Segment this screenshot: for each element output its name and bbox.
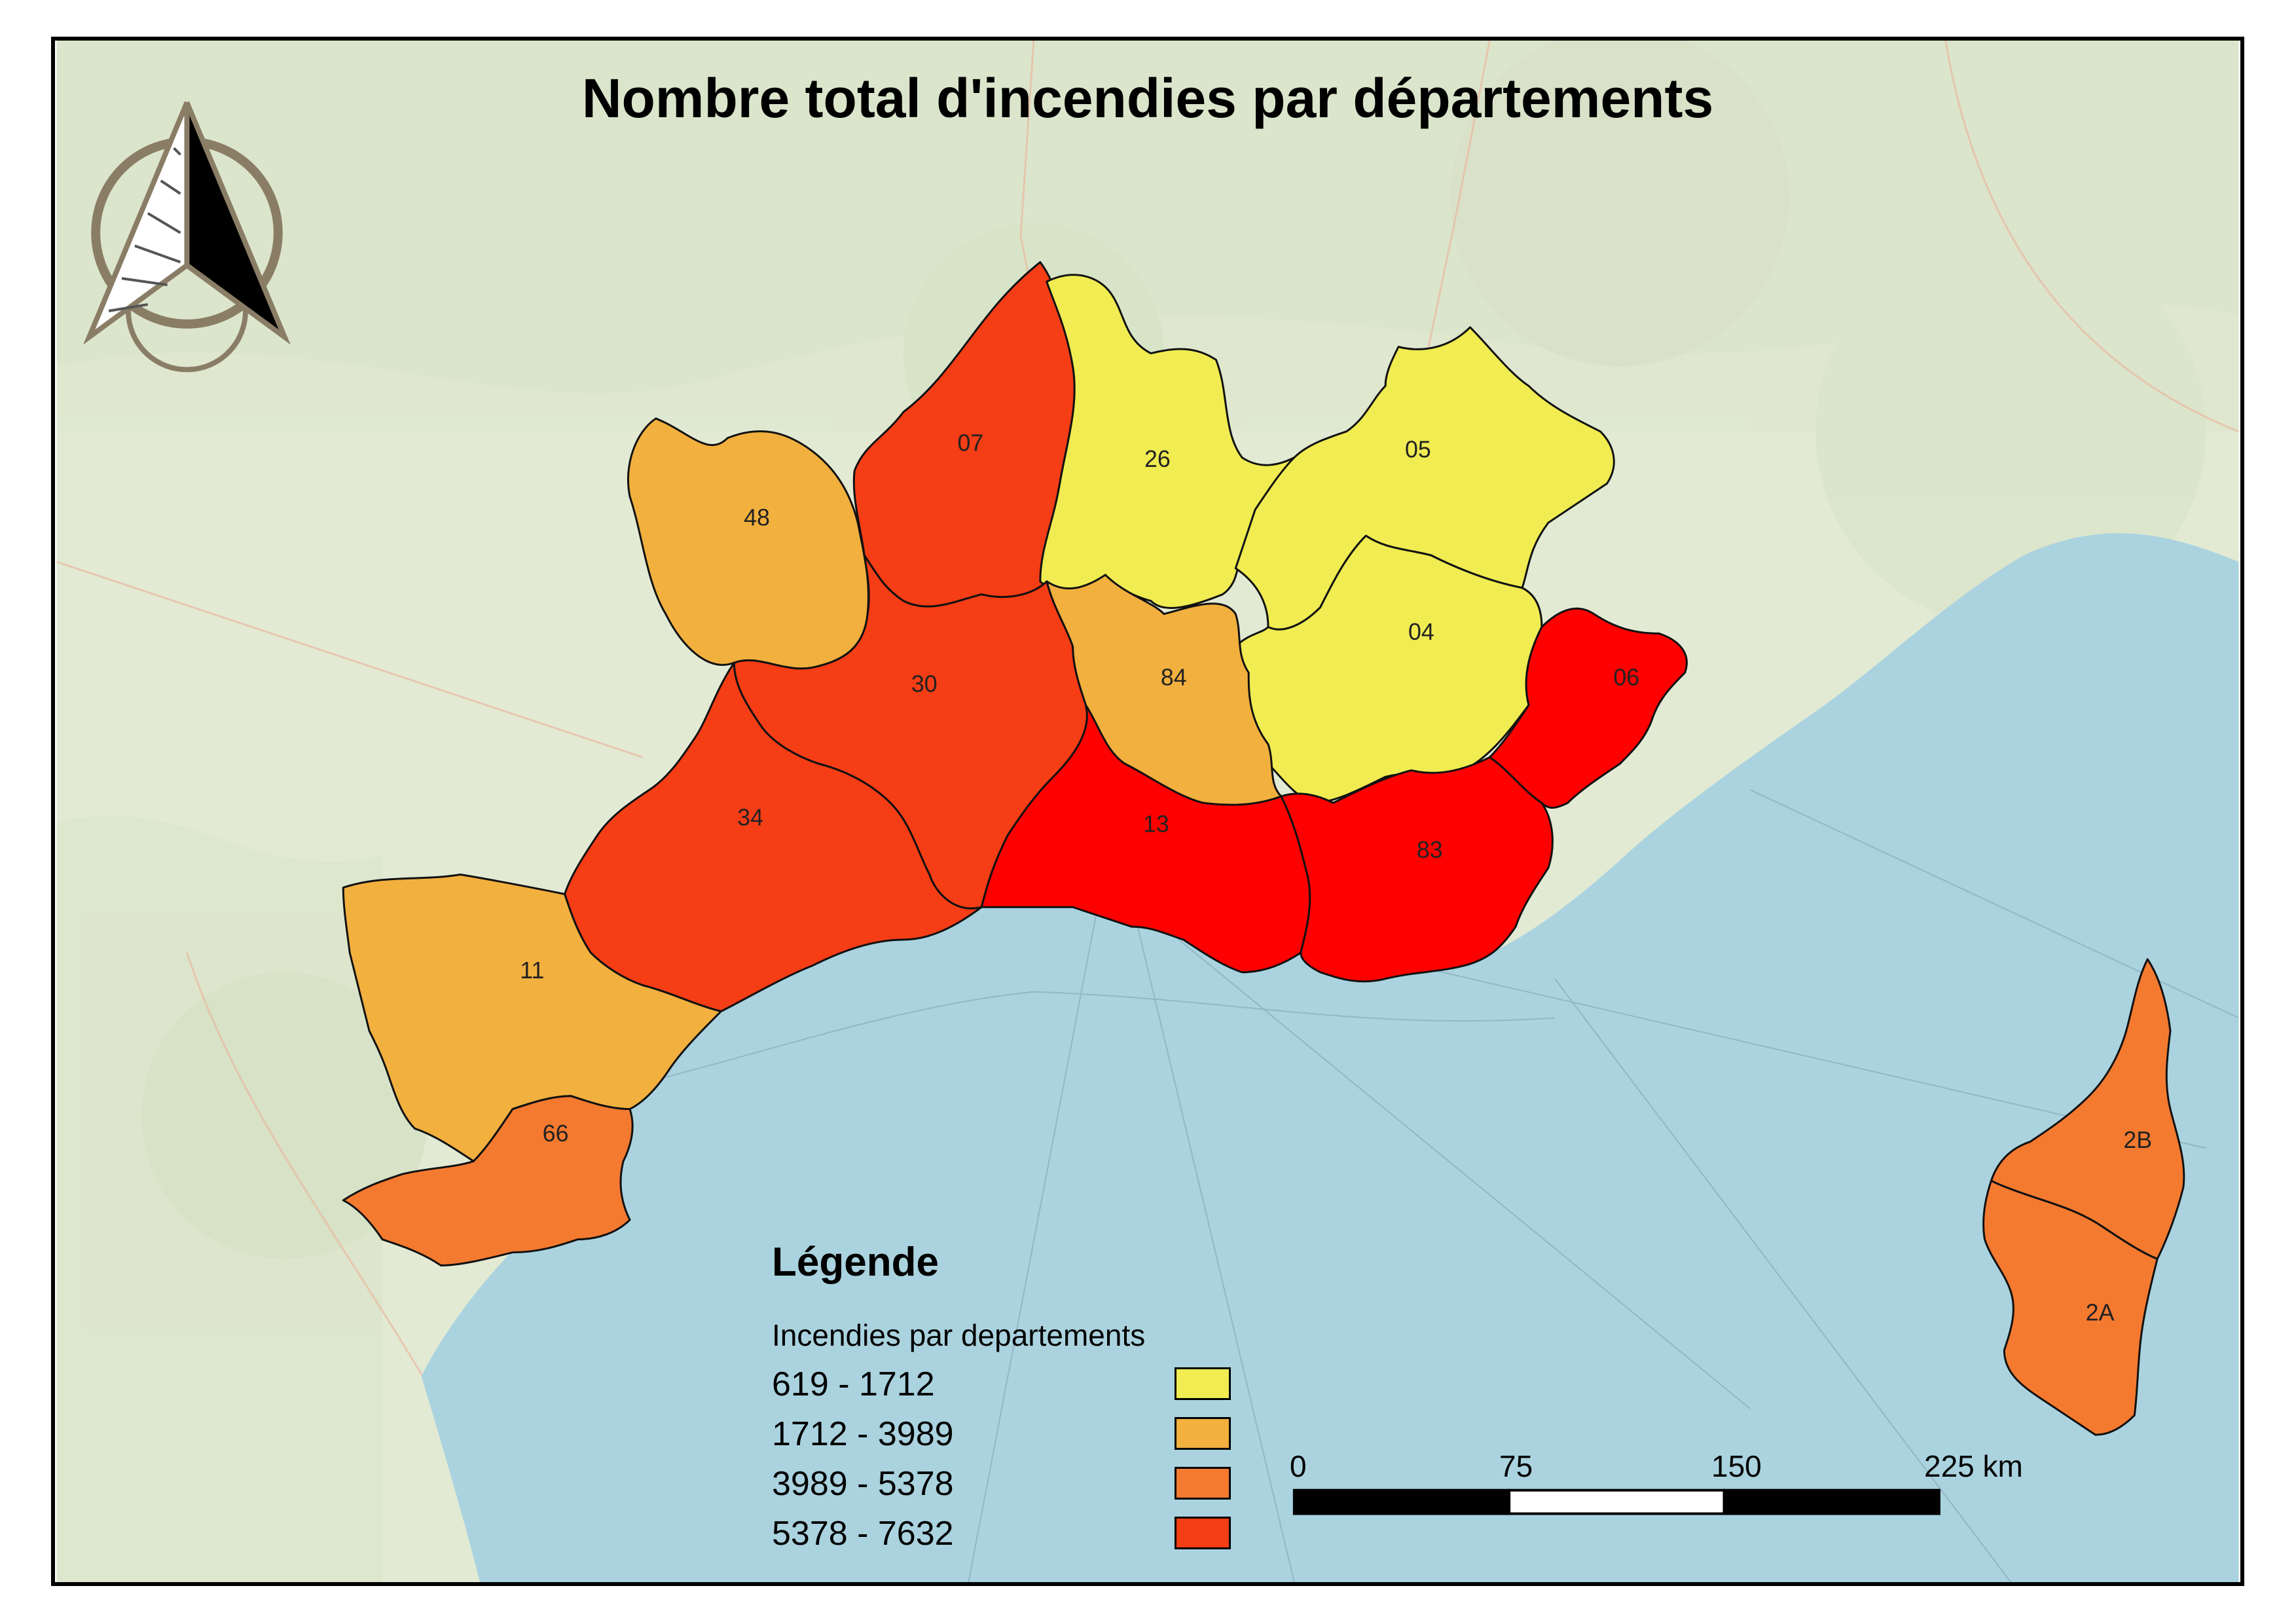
legend-item-label: 1712 - 3989 (772, 1415, 954, 1453)
label-84: 84 (1161, 664, 1187, 690)
legend-swatch (1175, 1467, 1231, 1500)
label-07: 07 (957, 430, 983, 456)
department-04[interactable] (1234, 534, 1543, 804)
legend-title: Légende (772, 1240, 939, 1285)
department-66[interactable] (342, 1095, 634, 1266)
department-13[interactable] (980, 704, 1311, 974)
label-13: 13 (1143, 811, 1169, 837)
departments-layer[interactable] (342, 261, 2185, 1436)
label-83: 83 (1417, 837, 1443, 863)
legend-swatch (1175, 1367, 1231, 1400)
scale-bar-segment-2 (1508, 1488, 1726, 1515)
scale-bar-segment-1 (1292, 1488, 1511, 1515)
label-11: 11 (520, 957, 544, 984)
legend-item-label: 619 - 1712 (772, 1365, 935, 1403)
scale-label: 150 (1711, 1449, 1762, 1483)
legend-item: 5378 - 7632 (772, 1514, 1231, 1553)
scale-bar-segment-3 (1722, 1488, 1941, 1515)
label-26: 26 (1144, 446, 1171, 472)
label-48: 48 (744, 505, 770, 531)
legend-swatch (1175, 1417, 1231, 1450)
map-title: Nombre total d'incendies par département… (581, 67, 1714, 129)
label-06: 06 (1613, 664, 1639, 690)
department-2A[interactable] (1982, 1179, 2159, 1436)
scale-label: 0 (1290, 1449, 1307, 1483)
map-canvas[interactable]: 48 07 26 05 04 06 84 30 34 13 83 11 66 2… (55, 41, 2240, 1582)
maritime-lines (642, 789, 2239, 1582)
label-05: 05 (1405, 436, 1431, 462)
legend-item: 3989 - 5378 (772, 1464, 1231, 1504)
label-66: 66 (543, 1120, 569, 1147)
label-04: 04 (1408, 619, 1434, 645)
sea (421, 533, 2239, 1582)
scale-label: 75 (1499, 1449, 1533, 1483)
legend-item: 619 - 1712 (772, 1365, 1231, 1404)
legend-item: 1712 - 3989 (772, 1414, 1231, 1454)
label-34: 34 (737, 804, 763, 830)
map-frame: 48 07 26 05 04 06 84 30 34 13 83 11 66 2… (51, 37, 2244, 1586)
legend-item-label: 5378 - 7632 (772, 1515, 954, 1553)
department-labels: 48 07 26 05 04 06 84 30 34 13 83 11 66 2… (520, 430, 2152, 1325)
basemap-texture (56, 41, 2239, 1582)
label-30: 30 (911, 671, 938, 697)
legend-swatch (1175, 1517, 1231, 1549)
north-arrow-icon (83, 101, 291, 373)
label-2A: 2A (2086, 1300, 2115, 1326)
legend-subtitle: Incendies par departements (772, 1318, 1146, 1352)
label-2B: 2B (2123, 1127, 2152, 1153)
department-34[interactable] (564, 661, 983, 1012)
department-06[interactable] (1488, 607, 1688, 809)
department-26[interactable] (1039, 274, 1296, 609)
legend-item-label: 3989 - 5378 (772, 1465, 954, 1503)
department-83[interactable] (1280, 756, 1554, 983)
scale-bar (1292, 1488, 1941, 1515)
scale-label: 225 km (1924, 1449, 2023, 1483)
